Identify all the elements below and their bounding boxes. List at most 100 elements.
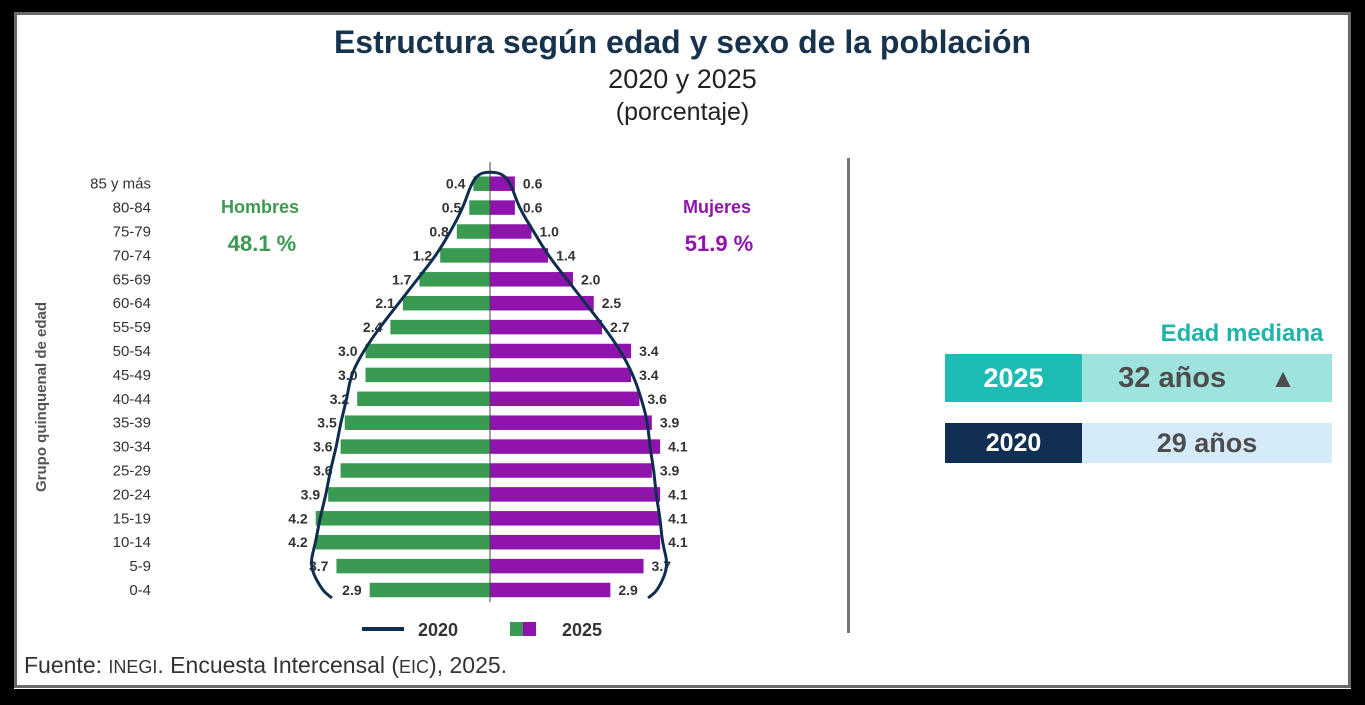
- value-label-mujeres: 4.1: [668, 534, 688, 550]
- value-label-mujeres: 2.0: [581, 271, 601, 287]
- value-label-hombres: 1.2: [413, 247, 433, 263]
- value-label-mujeres: 4.1: [668, 439, 688, 455]
- chart-unit: (porcentaje): [615, 98, 750, 126]
- value-label-mujeres: 2.7: [610, 319, 630, 335]
- bar-mujeres-65-69: [490, 272, 573, 287]
- value-label-hombres: 3.9: [301, 486, 321, 502]
- age-tick-label: 35-39: [113, 415, 151, 432]
- bar-hombres-5-9: [336, 558, 490, 574]
- value-label-mujeres: 2.9: [618, 582, 638, 598]
- bar-hombres-40-44: [357, 391, 490, 407]
- bar-hombres-80-84: [469, 200, 490, 215]
- value-label-mujeres: 0.6: [523, 200, 543, 216]
- legend-2025-label: 2025: [562, 620, 602, 640]
- age-tick-label: 45-49: [113, 367, 151, 384]
- bar-mujeres-25-29: [490, 463, 652, 478]
- bar-mujeres-80-84: [490, 200, 515, 215]
- bar-mujeres-60-64: [490, 295, 594, 311]
- value-label-mujeres: 3.9: [660, 463, 680, 479]
- source-note: Fuente: INEGI. Encuesta Intercensal (EIC…: [24, 652, 507, 679]
- triangle-up-icon: ▲: [1270, 362, 1296, 393]
- median-row-2025: 2025 32 años ▲: [945, 354, 1332, 402]
- bar-mujeres-15-19: [490, 511, 661, 526]
- value-label-hombres: 3.6: [313, 439, 333, 455]
- value-label-hombres: 4.2: [288, 534, 308, 550]
- age-tick-label: 30-34: [113, 439, 151, 456]
- value-label-mujeres: 3.4: [639, 367, 659, 383]
- bar-hombres-0-4: [369, 582, 490, 598]
- bar-hombres-45-49: [365, 367, 490, 383]
- legend: 2020 2025: [362, 620, 602, 640]
- value-label-mujeres: 1.4: [556, 247, 576, 263]
- bar-mujeres-5-9: [490, 558, 644, 574]
- value-label-mujeres: 0.6: [523, 176, 543, 192]
- median-year-2025: 2025: [945, 354, 1082, 402]
- value-label-mujeres: 3.6: [647, 391, 667, 407]
- value-label-mujeres: 2.5: [602, 295, 622, 311]
- value-label-hombres: 1.7: [392, 271, 412, 287]
- age-tick-label: 15-19: [113, 510, 151, 527]
- slide: Estructura según edad y sexo de la pobla…: [14, 12, 1351, 689]
- age-tick-label: 85 y más: [90, 176, 151, 193]
- legend-2020-label: 2020: [418, 620, 458, 640]
- bar-mujeres-30-34: [490, 439, 661, 454]
- bar-mujeres-70-74: [490, 248, 549, 263]
- value-label-mujeres: 4.1: [668, 510, 688, 526]
- chart-title: Estructura según edad y sexo de la pobla…: [333, 24, 1032, 60]
- median-value-2025: 32 años: [1118, 361, 1227, 394]
- median-row-2020: 2020 29 años: [945, 423, 1332, 463]
- age-tick-label: 20-24: [113, 486, 151, 503]
- bar-hombres-65-69: [419, 272, 490, 287]
- hombres-percent: 48.1 %: [228, 231, 297, 256]
- bar-hombres-55-59: [390, 319, 490, 335]
- value-label-hombres: 2.9: [342, 582, 362, 598]
- legend-2025-swatch-mujeres: [523, 622, 536, 636]
- hombres-label: Hombres: [221, 197, 299, 217]
- median-age-title: Edad mediana: [1160, 320, 1324, 347]
- bar-hombres-60-64: [402, 295, 490, 311]
- bar-hombres-35-39: [344, 415, 490, 430]
- age-tick-label: 70-74: [113, 247, 151, 264]
- value-label-hombres: 0.5: [442, 200, 462, 216]
- bar-hombres-15-19: [315, 511, 490, 526]
- bar-mujeres-40-44: [490, 391, 640, 407]
- median-value-2020: 29 años: [1082, 423, 1332, 463]
- divider: [847, 158, 850, 633]
- value-label-hombres: 3.0: [338, 343, 358, 359]
- median-year-2020: 2020: [945, 423, 1082, 463]
- value-label-mujeres: 3.7: [652, 558, 672, 574]
- age-tick-label: 65-69: [113, 271, 151, 288]
- age-tick-label: 25-29: [113, 463, 151, 480]
- value-label-hombres: 3.5: [317, 415, 337, 431]
- value-label-mujeres: 1.0: [540, 224, 560, 240]
- bar-hombres-50-54: [365, 343, 490, 359]
- value-label-hombres: 4.2: [288, 510, 308, 526]
- value-label-mujeres: 3.9: [660, 415, 680, 431]
- mujeres-label: Mujeres: [683, 197, 751, 217]
- value-label-hombres: 2.1: [375, 295, 395, 311]
- source-mid: . Encuesta Intercensal (: [157, 652, 400, 678]
- bar-hombres-75-79: [456, 224, 490, 239]
- bar-mujeres-45-49: [490, 367, 632, 383]
- bar-hombres-30-34: [340, 439, 490, 454]
- bar-mujeres-35-39: [490, 415, 652, 430]
- outline-2020: [310, 170, 669, 600]
- source-prefix: Fuente:: [24, 652, 109, 678]
- age-tick-label: 60-64: [113, 295, 151, 312]
- age-tick-label: 80-84: [113, 200, 151, 217]
- bar-mujeres-75-79: [490, 224, 532, 239]
- chart-subtitle: 2020 y 2025: [608, 64, 757, 94]
- y-axis-title: Grupo quinquenal de edad: [33, 302, 50, 492]
- median-value-2025-cell: 32 años ▲: [1082, 354, 1332, 402]
- age-tick-label: 50-54: [113, 343, 151, 360]
- bar-mujeres-50-54: [490, 343, 632, 359]
- bar-mujeres-20-24: [490, 487, 661, 502]
- bar-hombres-70-74: [440, 248, 490, 263]
- source-abbr: EIC: [399, 657, 430, 677]
- age-tick-label: 55-59: [113, 319, 151, 336]
- bar-mujeres-55-59: [490, 319, 603, 335]
- bar-hombres-25-29: [340, 463, 490, 478]
- value-label-mujeres: 4.1: [668, 486, 688, 502]
- value-label-mujeres: 3.4: [639, 343, 659, 359]
- age-tick-label: 0-4: [129, 582, 151, 599]
